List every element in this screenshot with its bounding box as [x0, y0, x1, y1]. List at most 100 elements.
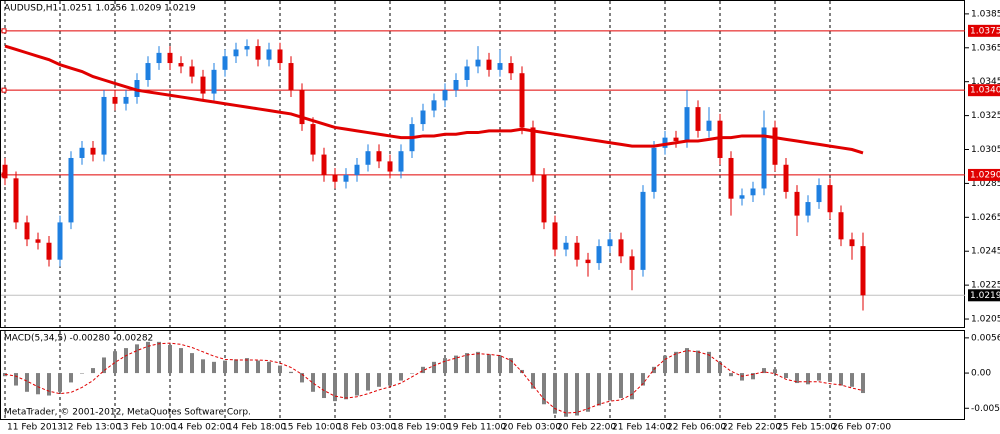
x-tick-label: 22 Feb 22:00	[722, 423, 781, 433]
candle-body	[816, 185, 822, 203]
x-tick-label: 21 Feb 14:00	[612, 423, 671, 433]
candle-body	[519, 73, 525, 128]
macd-bar	[201, 359, 205, 374]
macd-bar	[850, 373, 854, 387]
macd-bar	[366, 373, 370, 391]
y-tick-label: 1.0305	[971, 145, 1000, 155]
candle-body	[90, 147, 96, 155]
candle-body	[849, 239, 855, 247]
candle-body	[101, 96, 107, 155]
candle-body	[706, 120, 712, 131]
macd-bar	[795, 373, 799, 384]
macd-bar	[333, 373, 337, 402]
macd-bar	[674, 351, 678, 374]
macd-bar	[113, 351, 117, 374]
x-tick-label: 26 Feb 07:00	[832, 423, 891, 433]
candle-body	[288, 63, 294, 91]
x-tick-label: 22 Feb 06:00	[667, 423, 726, 433]
macd-bar	[718, 361, 722, 374]
candle-body	[299, 90, 305, 125]
candle-body	[24, 222, 30, 240]
candle-body	[607, 239, 613, 247]
macd-bar	[586, 373, 590, 412]
candle-body	[728, 157, 734, 199]
candle-body	[739, 195, 745, 199]
candle-body	[211, 69, 217, 94]
macd-bar	[102, 357, 106, 374]
y-tick-label: 1.0285	[971, 179, 1000, 189]
macd-bar	[388, 373, 392, 386]
macd-bar	[377, 373, 381, 387]
x-tick-label: 15 Feb 10:00	[282, 423, 341, 433]
candle-body	[805, 202, 811, 216]
macd-bar	[454, 355, 458, 374]
macd-bar	[256, 360, 260, 374]
x-tick-label: 14 Feb 18:00	[227, 423, 286, 433]
candle-body	[750, 188, 756, 196]
macd-bar	[311, 373, 315, 392]
candle-body	[2, 164, 8, 179]
candle-body	[123, 96, 129, 104]
candle-body	[530, 127, 536, 175]
candle-body	[453, 79, 459, 91]
candle-body	[321, 154, 327, 175]
level-label: 1.0375	[970, 26, 1000, 36]
macd-frame	[0, 330, 965, 420]
candle-body	[508, 63, 514, 74]
macd-bar	[410, 373, 414, 374]
y-tick-label: 1.0265	[971, 213, 1000, 223]
candle-body	[629, 256, 635, 270]
macd-bar	[465, 353, 469, 374]
macd-bar	[487, 354, 491, 374]
level-tag	[968, 168, 1000, 181]
y-tick-label: -0.00564	[971, 404, 1000, 414]
macd-bar	[179, 348, 183, 374]
candle-body	[310, 124, 316, 155]
macd-bar	[124, 348, 128, 374]
candle-body	[783, 164, 789, 192]
candle-body	[200, 76, 206, 94]
x-tick-label: 18 Feb 19:00	[392, 423, 451, 433]
candle-body	[365, 151, 371, 165]
macd-bar	[663, 355, 667, 374]
macd-bar	[14, 373, 18, 386]
candle-body	[420, 110, 426, 125]
candle-body	[695, 107, 701, 131]
macd-bar	[619, 373, 623, 399]
candle-body	[57, 222, 63, 260]
candle-body	[772, 127, 778, 165]
candle-body	[376, 151, 382, 162]
candle-body	[145, 63, 151, 80]
candle-body	[255, 46, 261, 60]
candle-body	[189, 66, 195, 77]
x-tick-label: 20 Feb 03:00	[502, 423, 561, 433]
level-tag	[968, 84, 1000, 97]
macd-bar	[344, 373, 348, 400]
macd-bar	[135, 344, 139, 374]
macd-bar	[839, 373, 843, 386]
macd-bar	[641, 373, 645, 386]
x-tick-label: 13 Feb 10:00	[117, 423, 176, 433]
candle-body	[574, 242, 580, 260]
candle-body	[497, 63, 503, 70]
macd-bar	[399, 373, 403, 381]
macd-bar	[223, 360, 227, 374]
macd-bar	[69, 373, 73, 383]
candle-body	[398, 151, 404, 172]
candle-body	[618, 239, 624, 257]
candle-body	[464, 66, 470, 80]
chart-title: AUDUSD,H1 1.0251 1.0256 1.0209 1.0219	[4, 4, 196, 14]
candle-body	[838, 212, 844, 240]
candle-body	[244, 46, 250, 50]
macd-bar	[58, 373, 62, 392]
candle-body	[860, 246, 866, 296]
macd-bar	[245, 358, 249, 374]
macd-bar	[707, 351, 711, 374]
macd-bar	[25, 373, 29, 392]
macd-bar	[729, 373, 733, 377]
macd-bar	[80, 373, 84, 374]
macd-bar	[696, 350, 700, 374]
y-tick-label: 1.0365	[971, 43, 1000, 53]
macd-bar	[564, 373, 568, 417]
